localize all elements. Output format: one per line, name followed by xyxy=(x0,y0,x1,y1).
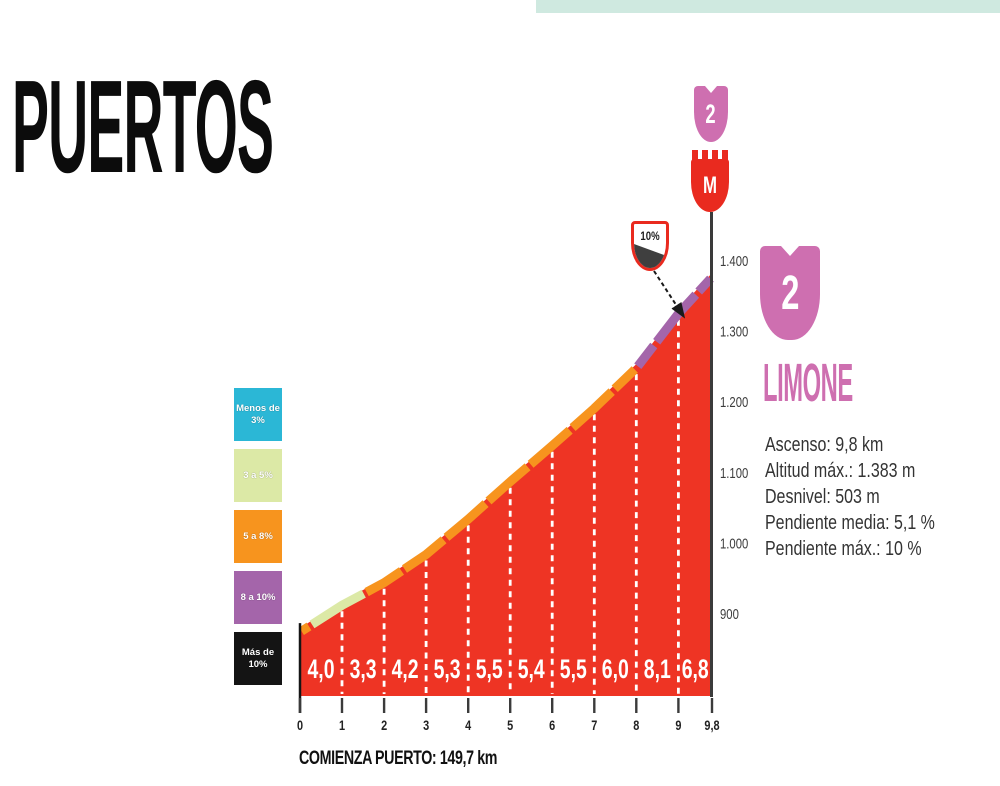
max-gradient-value: 10% xyxy=(640,229,660,243)
svg-text:7: 7 xyxy=(591,718,597,734)
svg-text:4,2: 4,2 xyxy=(392,654,419,684)
svg-text:8: 8 xyxy=(633,718,639,734)
svg-text:1.300: 1.300 xyxy=(720,323,748,340)
svg-text:5,4: 5,4 xyxy=(518,654,545,684)
category-number: 2 xyxy=(780,266,800,320)
section-title: PUERTOS xyxy=(12,53,274,200)
svg-text:3: 3 xyxy=(423,718,429,734)
gradient-legend: Menos de 3% 3 a 5% 5 a 8% 8 a 10% Más de… xyxy=(234,388,282,693)
max-gradient-callout: 10% xyxy=(631,221,669,271)
svg-text:9: 9 xyxy=(675,718,681,734)
svg-text:900: 900 xyxy=(720,606,739,623)
category-2-badge: 2 xyxy=(694,86,728,142)
svg-text:1: 1 xyxy=(339,718,345,734)
svg-text:5: 5 xyxy=(507,718,513,734)
svg-text:1.000: 1.000 xyxy=(720,535,748,552)
svg-text:3,3: 3,3 xyxy=(350,654,377,684)
stat-line: Pendiente máx.: 10 % xyxy=(765,538,922,560)
finish-letter: M xyxy=(703,171,717,199)
svg-text:5,3: 5,3 xyxy=(434,654,461,684)
legend-item: Menos de 3% xyxy=(234,388,282,441)
svg-text:1.200: 1.200 xyxy=(720,394,748,411)
svg-text:4: 4 xyxy=(465,718,471,734)
climb-category-badge: 2 xyxy=(760,246,820,340)
svg-text:6,0: 6,0 xyxy=(602,654,629,684)
svg-text:5,5: 5,5 xyxy=(560,654,587,684)
svg-text:5,5: 5,5 xyxy=(476,654,503,684)
stat-line: Pendiente media: 5,1 % xyxy=(765,512,935,534)
finish-m-badge: M xyxy=(691,150,729,212)
badge-notch xyxy=(705,86,717,93)
svg-text:1.100: 1.100 xyxy=(720,464,748,481)
svg-text:2: 2 xyxy=(381,718,387,734)
svg-text:8,1: 8,1 xyxy=(644,654,671,684)
legend-item: 5 a 8% xyxy=(234,510,282,563)
svg-text:1.400: 1.400 xyxy=(720,253,748,270)
svg-text:9,8: 9,8 xyxy=(704,718,719,734)
stat-line: Altitud máx.: 1.383 m xyxy=(765,460,916,482)
legend-item: 8 a 10% xyxy=(234,571,282,624)
svg-text:6: 6 xyxy=(549,718,555,734)
climb-name: LIMONE xyxy=(763,353,853,413)
climb-start-label: COMIENZA PUERTO: 149,7 km xyxy=(299,748,498,769)
badge-notch xyxy=(781,246,799,256)
finish-badge-body: M xyxy=(691,159,729,212)
gradient-wedge-icon xyxy=(634,244,666,268)
category-number: 2 xyxy=(705,98,717,129)
castle-crenellation-icon xyxy=(692,150,728,160)
svg-text:0: 0 xyxy=(297,718,303,734)
header-accent-bar xyxy=(536,0,1000,13)
stat-line: Ascenso: 9,8 km xyxy=(765,434,884,456)
svg-text:4,0: 4,0 xyxy=(307,654,334,684)
legend-item: Más de 10% xyxy=(234,632,282,685)
stat-line: Desnivel: 503 m xyxy=(765,486,880,508)
svg-text:6,8: 6,8 xyxy=(682,654,709,684)
legend-item: 3 a 5% xyxy=(234,449,282,502)
climb-stats: Ascenso: 9,8 km Altitud máx.: 1.383 m De… xyxy=(765,432,935,562)
